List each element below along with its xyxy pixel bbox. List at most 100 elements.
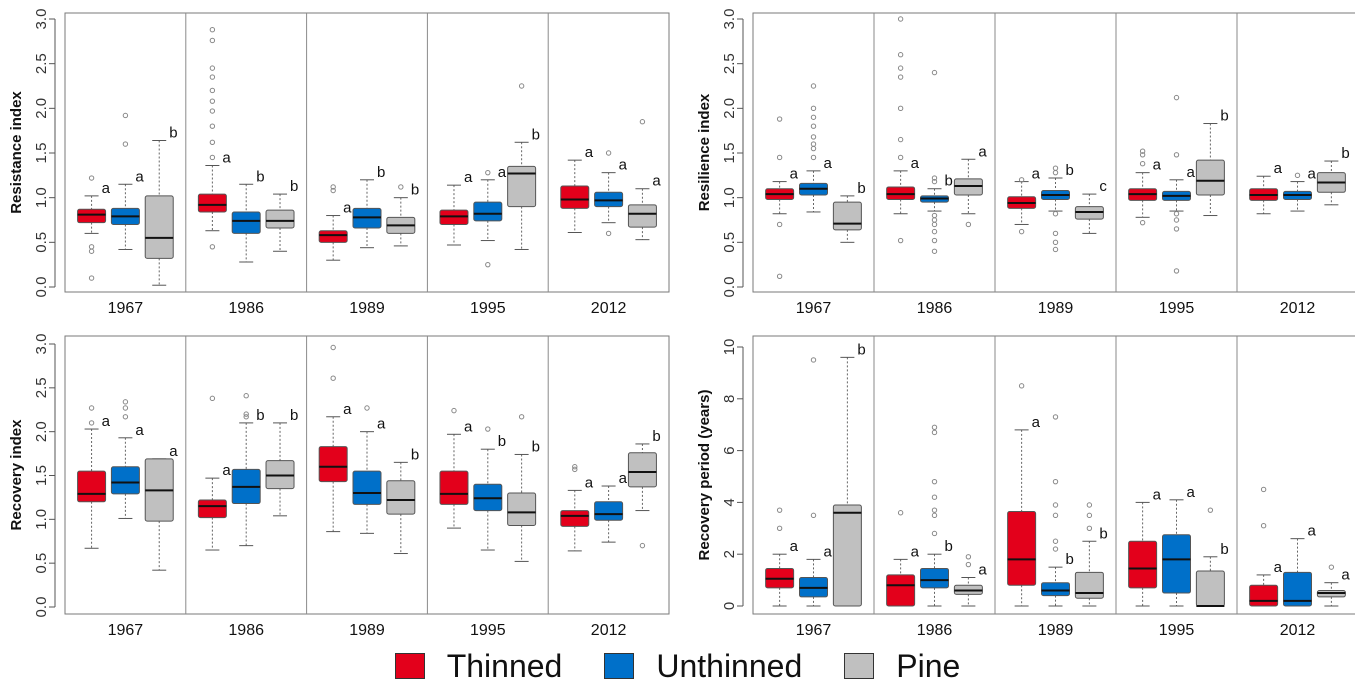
outlier-point: [1018, 228, 1025, 235]
box-body: [77, 470, 107, 503]
box-pine-2012: b: [627, 428, 661, 549]
x-category-label: 1986: [917, 300, 953, 317]
box-body: [886, 574, 916, 607]
legend-label-unthinned: Unthinned: [656, 647, 803, 684]
outlier-point: [931, 221, 938, 228]
y-tick-label: 8: [721, 395, 738, 403]
significance-letter: a: [498, 164, 507, 181]
outlier-point: [209, 65, 216, 71]
y-tick-label: 10: [721, 339, 738, 356]
legend-swatch-pine: [844, 653, 875, 679]
outlier-point: [931, 69, 938, 76]
box-pine-2012: a: [627, 119, 661, 241]
box-thinned-1989: a: [1007, 166, 1041, 235]
significance-letter: a: [1274, 559, 1283, 576]
outlier-point: [451, 407, 457, 414]
outlier-point: [1260, 486, 1267, 493]
outlier-point: [122, 399, 129, 405]
legend: Thinned Unthinned Pine: [0, 646, 1355, 686]
outlier-point: [897, 510, 904, 516]
outlier-point: [1294, 172, 1301, 179]
outlier-point: [810, 134, 817, 140]
y-tick-label: 1.5: [33, 143, 50, 164]
significance-letter: a: [790, 538, 799, 555]
outlier-point: [931, 507, 938, 513]
outlier-point: [572, 464, 578, 470]
box-body: [231, 211, 261, 234]
box-body: [1249, 584, 1279, 607]
outlier-point: [931, 478, 938, 485]
significance-letter: a: [911, 155, 920, 172]
outlier-point: [1052, 538, 1059, 544]
box-unthinned-1986: b: [231, 168, 265, 263]
outlier-point: [931, 429, 938, 436]
outlier-point: [931, 494, 938, 500]
outlier-point: [810, 114, 817, 120]
outlier-point: [364, 405, 370, 411]
outlier-point: [209, 395, 216, 402]
outlier-point: [776, 221, 783, 228]
outlier-point: [1052, 211, 1059, 217]
outlier-point: [776, 525, 783, 531]
box-body: [832, 201, 862, 231]
outlier-point: [810, 141, 817, 147]
outlier-point: [897, 105, 904, 112]
box-thinned-1995: a: [439, 169, 473, 246]
outlier-point: [1173, 268, 1180, 274]
y-tick-label: 1.0: [33, 509, 50, 530]
box-unthinned-2012: a: [1283, 166, 1317, 212]
box-unthinned-1989: a: [352, 405, 386, 534]
significance-letter: b: [1099, 525, 1107, 542]
outlier-point: [330, 375, 336, 381]
outlier-point: [209, 244, 216, 250]
y-tick-label: 2.5: [33, 53, 50, 74]
outlier-point: [398, 184, 404, 190]
y-tick-label: 4: [721, 498, 738, 506]
outlier-point: [897, 65, 904, 71]
panel-2: 0.0 0.5 1.0 1.5 2.0 2.5 3.0 Resilience index 196…: [696, 9, 1355, 317]
panel-frame: [752, 335, 1355, 615]
significance-letter: b: [652, 428, 660, 445]
significance-letter: b: [1066, 162, 1074, 179]
box-pine-1967: b: [832, 180, 866, 243]
panel-frame: [752, 12, 1355, 293]
outlier-point: [1173, 94, 1180, 101]
significance-letter: a: [1341, 567, 1350, 584]
outlier-point: [122, 141, 129, 147]
outlier-point: [776, 507, 783, 513]
x-category-label: 1995: [1159, 622, 1195, 639]
box-pine-1967: b: [144, 124, 178, 286]
outlier-point: [1018, 177, 1025, 183]
y-tick-label: 2.5: [33, 377, 50, 398]
box-unthinned-1967: a: [799, 357, 833, 607]
y-axis-title: Resistance index: [8, 91, 25, 214]
y-tick-label: 3.0: [721, 9, 738, 30]
box-unthinned-1989: b: [1041, 162, 1074, 253]
outlier-point: [931, 175, 938, 181]
outlier-point: [931, 228, 938, 235]
significance-letter: b: [532, 438, 540, 455]
significance-letter: a: [1308, 523, 1317, 540]
outlier-point: [485, 169, 491, 176]
outlier-point: [897, 52, 904, 58]
outlier-point: [931, 212, 938, 219]
box-unthinned-1967: a: [110, 399, 144, 519]
box-pine-1995: b: [1195, 108, 1229, 217]
significance-letter: a: [1032, 414, 1041, 431]
box-body: [1162, 534, 1191, 594]
x-category-label: 1989: [1038, 622, 1074, 639]
box-thinned-2012: a: [1249, 486, 1283, 607]
outlier-point: [931, 424, 938, 430]
significance-letter: b: [945, 173, 953, 190]
outlier-point: [518, 83, 525, 89]
legend-label-thinned: Thinned: [446, 647, 563, 684]
significance-letter: a: [790, 166, 799, 183]
outlier-point: [209, 87, 216, 94]
outlier-point: [1052, 478, 1059, 485]
significance-letter: a: [978, 562, 987, 579]
significance-letter: a: [135, 168, 144, 185]
box-unthinned-1995: a: [1162, 484, 1196, 607]
significance-letter: b: [256, 168, 264, 185]
box-body: [1283, 571, 1312, 607]
box-body: [832, 504, 862, 607]
